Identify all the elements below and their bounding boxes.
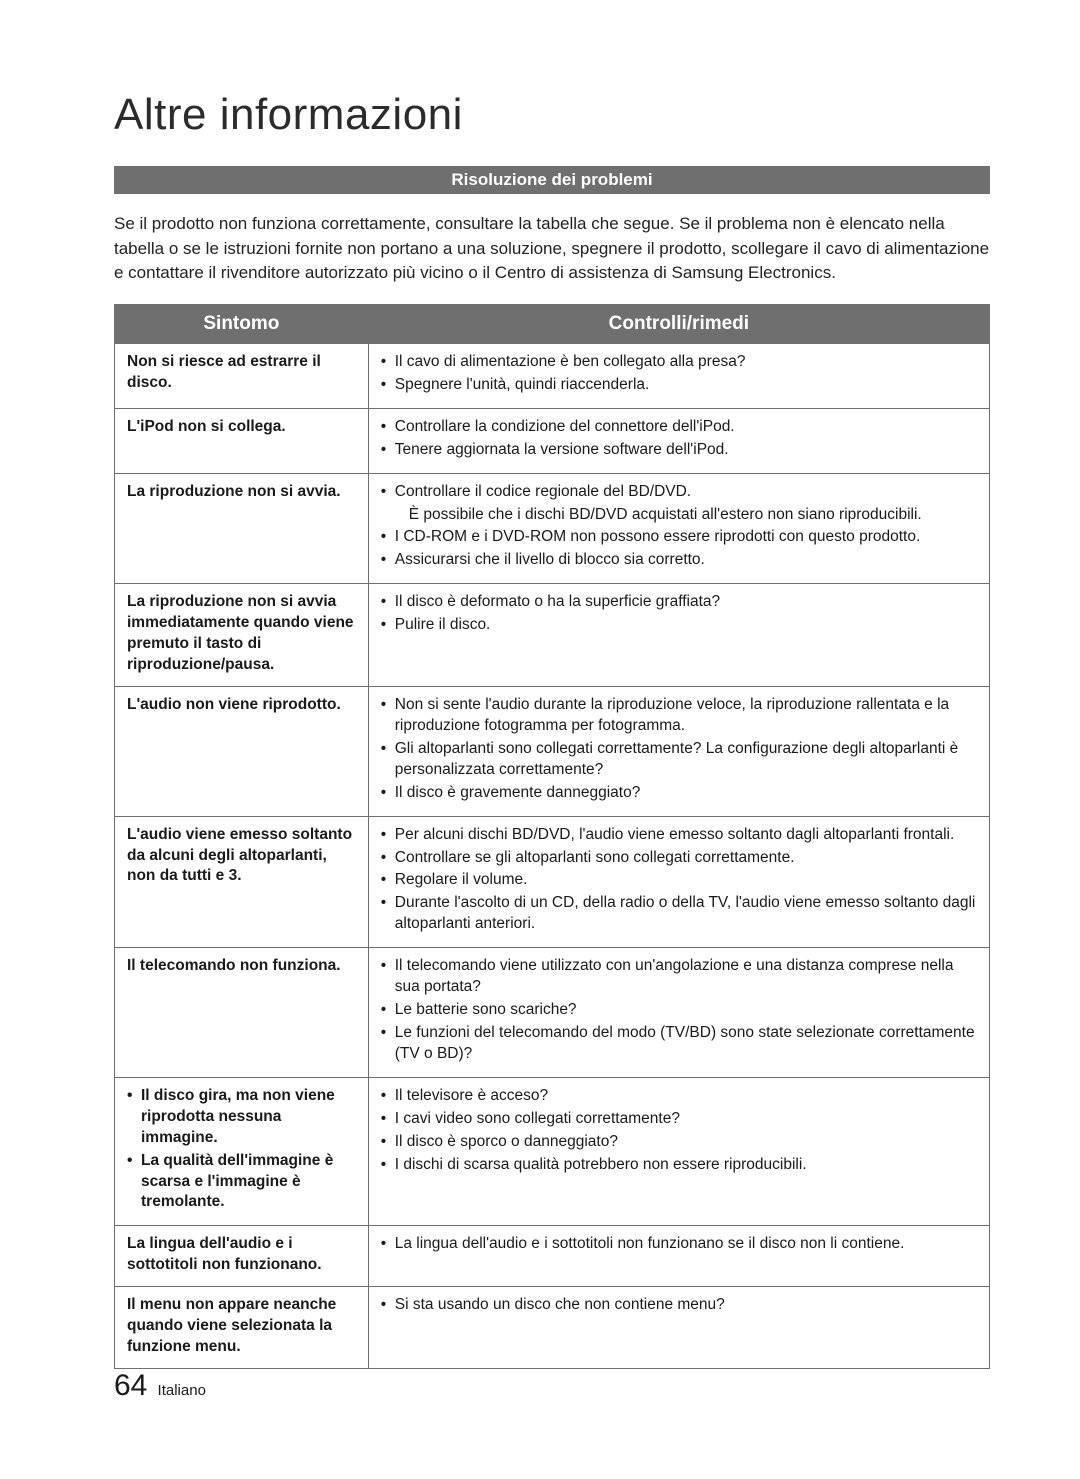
remedy-cell: Il televisore è acceso?I cavi video sono… xyxy=(368,1077,989,1226)
remedy-cell: Controllare la condizione del connettore… xyxy=(368,408,989,473)
table-header-row: Sintomo Controlli/rimedi xyxy=(115,304,990,343)
table-row: L'audio viene emesso soltanto da alcuni … xyxy=(115,816,990,948)
symptom-cell: La riproduzione non si avvia immediatame… xyxy=(115,584,369,687)
table-row: Non si riesce ad estrarre il disco. Il ca… xyxy=(115,343,990,408)
remedy-item: Pulire il disco. xyxy=(381,615,977,636)
remedy-item: La lingua dell'audio e i sottotitoli non… xyxy=(381,1234,977,1255)
remedy-item: Assicurarsi che il livello di blocco sia… xyxy=(381,550,977,571)
remedy-item: Spegnere l'unità, quindi riaccenderla. xyxy=(381,375,977,396)
table-row: La lingua dell'audio e i sottotitoli non… xyxy=(115,1226,990,1287)
symptom-cell: Il disco gira, ma non viene riprodotta n… xyxy=(115,1077,369,1226)
remedy-item: Controllare la condizione del connettore… xyxy=(381,417,977,438)
remedy-cell: Si sta usando un disco che non contiene … xyxy=(368,1287,989,1369)
remedy-cell: Per alcuni dischi BD/DVD, l'audio viene … xyxy=(368,816,989,948)
remedy-item: Il televisore è acceso? xyxy=(381,1086,977,1107)
remedy-cell: Il disco è deformato o ha la superficie … xyxy=(368,584,989,687)
remedy-item: I cavi video sono collegati correttament… xyxy=(381,1109,977,1130)
remedy-item: Il disco è gravemente danneggiato? xyxy=(381,783,977,804)
remedy-item: Regolare il volume. xyxy=(381,870,977,891)
page-language: Italiano xyxy=(158,1382,206,1399)
symptom-cell: Il menu non appare neanche quando viene … xyxy=(115,1287,369,1369)
remedy-item: È possibile che i dischi BD/DVD acquista… xyxy=(381,505,977,526)
table-row: Il disco gira, ma non viene riprodotta n… xyxy=(115,1077,990,1226)
symptom-cell: Il telecomando non funziona. xyxy=(115,948,369,1078)
page-title: Altre informazioni xyxy=(114,90,990,140)
table-body: Non si riesce ad estrarre il disco. Il ca… xyxy=(115,343,990,1368)
remedy-item: Gli altoparlanti sono collegati corretta… xyxy=(381,739,977,781)
remedy-item: Il cavo di alimentazione è ben collegato… xyxy=(381,352,977,373)
remedy-item: Le batterie sono scariche? xyxy=(381,1000,977,1021)
remedy-item: Durante l'ascolto di un CD, della radio … xyxy=(381,893,977,935)
remedy-item: Si sta usando un disco che non contiene … xyxy=(381,1295,977,1316)
remedy-cell: La lingua dell'audio e i sottotitoli non… xyxy=(368,1226,989,1287)
remedy-cell: Il telecomando viene utilizzato con un'a… xyxy=(368,948,989,1078)
table-row: La riproduzione non si avvia. Controllare… xyxy=(115,473,990,584)
troubleshoot-table: Sintomo Controlli/rimedi Non si riesce a… xyxy=(114,304,990,1369)
remedy-item: Il disco è deformato o ha la superficie … xyxy=(381,592,977,613)
page-footer: 64 Italiano xyxy=(114,1369,206,1403)
remedy-item: Controllare se gli altoparlanti sono col… xyxy=(381,848,977,869)
remedy-item: Tenere aggiornata la versione software d… xyxy=(381,440,977,461)
intro-paragraph: Se il prodotto non funziona correttament… xyxy=(114,212,990,286)
col-header-remedy: Controlli/rimedi xyxy=(368,304,989,343)
table-row: L'audio non viene riprodotto. Non si sent… xyxy=(115,686,990,816)
remedy-cell: Non si sente l'audio durante la riproduz… xyxy=(368,686,989,816)
section-header-bar: Risoluzione dei problemi xyxy=(114,166,990,194)
symptom-item: Il disco gira, ma non viene riprodotta n… xyxy=(127,1086,356,1149)
remedy-item: Il disco è sporco o danneggiato? xyxy=(381,1132,977,1153)
symptom-cell: L'audio non viene riprodotto. xyxy=(115,686,369,816)
table-row: Il telecomando non funziona. Il telecoman… xyxy=(115,948,990,1078)
page: Altre informazioni Risoluzione dei probl… xyxy=(0,0,1080,1479)
symptom-cell: Non si riesce ad estrarre il disco. xyxy=(115,343,369,408)
symptom-item: La qualità dell'immagine è scarsa e l'im… xyxy=(127,1151,356,1214)
page-number: 64 xyxy=(114,1369,147,1402)
table-row: La riproduzione non si avvia immediatame… xyxy=(115,584,990,687)
table-row: Il menu non appare neanche quando viene … xyxy=(115,1287,990,1369)
remedy-item: Il telecomando viene utilizzato con un'a… xyxy=(381,956,977,998)
symptom-cell: La riproduzione non si avvia. xyxy=(115,473,369,584)
remedy-cell: Il cavo di alimentazione è ben collegato… xyxy=(368,343,989,408)
symptom-cell: La lingua dell'audio e i sottotitoli non… xyxy=(115,1226,369,1287)
remedy-item: Controllare il codice regionale del BD/D… xyxy=(381,482,977,503)
remedy-cell: Controllare il codice regionale del BD/D… xyxy=(368,473,989,584)
remedy-item: Per alcuni dischi BD/DVD, l'audio viene … xyxy=(381,825,977,846)
symptom-cell: L'iPod non si collega. xyxy=(115,408,369,473)
remedy-item: Non si sente l'audio durante la riproduz… xyxy=(381,695,977,737)
remedy-item: I CD-ROM e i DVD-ROM non possono essere … xyxy=(381,527,977,548)
remedy-item: I dischi di scarsa qualità potrebbero no… xyxy=(381,1155,977,1176)
col-header-symptom: Sintomo xyxy=(115,304,369,343)
table-row: L'iPod non si collega. Controllare la con… xyxy=(115,408,990,473)
symptom-cell: L'audio viene emesso soltanto da alcuni … xyxy=(115,816,369,948)
remedy-item: Le funzioni del telecomando del modo (TV… xyxy=(381,1023,977,1065)
section-header-text: Risoluzione dei problemi xyxy=(451,170,652,190)
